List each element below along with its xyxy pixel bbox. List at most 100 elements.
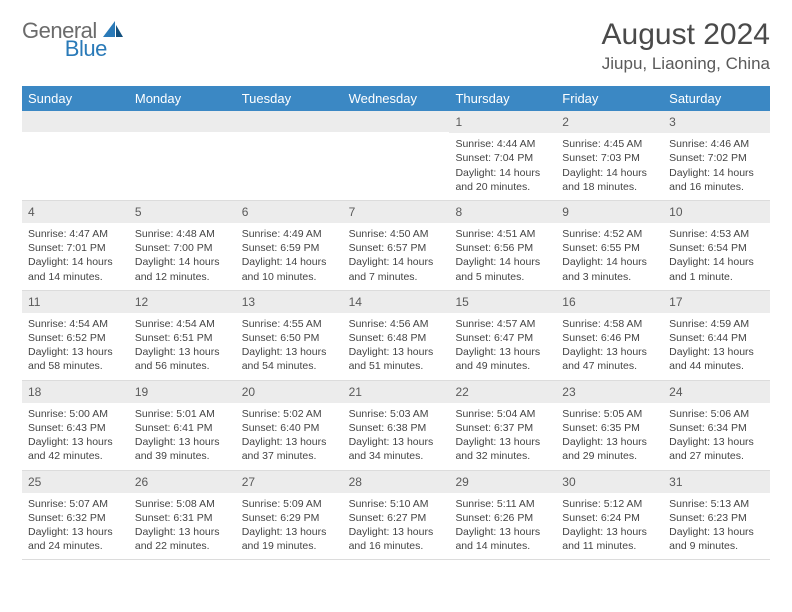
sunset-text: Sunset: 6:41 PM	[135, 421, 230, 435]
sunset-text: Sunset: 6:24 PM	[562, 511, 657, 525]
sunset-text: Sunset: 6:51 PM	[135, 331, 230, 345]
sunrise-text: Sunrise: 4:45 AM	[562, 137, 657, 151]
day-cell: 5Sunrise: 4:48 AMSunset: 7:00 PMDaylight…	[129, 201, 236, 290]
day-content: Sunrise: 4:56 AMSunset: 6:48 PMDaylight:…	[343, 313, 450, 380]
sunrise-text: Sunrise: 4:54 AM	[28, 317, 123, 331]
day-cell	[343, 111, 450, 200]
sunset-text: Sunset: 6:57 PM	[349, 241, 444, 255]
sunset-text: Sunset: 6:56 PM	[455, 241, 550, 255]
sunset-text: Sunset: 6:54 PM	[669, 241, 764, 255]
sunset-text: Sunset: 7:00 PM	[135, 241, 230, 255]
sunrise-text: Sunrise: 4:48 AM	[135, 227, 230, 241]
sunset-text: Sunset: 6:55 PM	[562, 241, 657, 255]
sunset-text: Sunset: 6:40 PM	[242, 421, 337, 435]
daylight-text: Daylight: 13 hours and 32 minutes.	[455, 435, 550, 463]
day-content: Sunrise: 4:48 AMSunset: 7:00 PMDaylight:…	[129, 223, 236, 290]
day-content: Sunrise: 4:52 AMSunset: 6:55 PMDaylight:…	[556, 223, 663, 290]
day-number: 29	[449, 471, 556, 493]
daylight-text: Daylight: 13 hours and 42 minutes.	[28, 435, 123, 463]
daylight-text: Daylight: 13 hours and 9 minutes.	[669, 525, 764, 553]
day-content: Sunrise: 4:49 AMSunset: 6:59 PMDaylight:…	[236, 223, 343, 290]
day-cell: 10Sunrise: 4:53 AMSunset: 6:54 PMDayligh…	[663, 201, 770, 290]
daylight-text: Daylight: 14 hours and 5 minutes.	[455, 255, 550, 283]
day-cell: 14Sunrise: 4:56 AMSunset: 6:48 PMDayligh…	[343, 291, 450, 380]
day-content: Sunrise: 5:06 AMSunset: 6:34 PMDaylight:…	[663, 403, 770, 470]
sunset-text: Sunset: 7:02 PM	[669, 151, 764, 165]
sunrise-text: Sunrise: 4:54 AM	[135, 317, 230, 331]
sunset-text: Sunset: 6:31 PM	[135, 511, 230, 525]
day-cell: 11Sunrise: 4:54 AMSunset: 6:52 PMDayligh…	[22, 291, 129, 380]
daylight-text: Daylight: 13 hours and 19 minutes.	[242, 525, 337, 553]
sunset-text: Sunset: 6:34 PM	[669, 421, 764, 435]
day-content: Sunrise: 4:46 AMSunset: 7:02 PMDaylight:…	[663, 133, 770, 200]
day-cell: 23Sunrise: 5:05 AMSunset: 6:35 PMDayligh…	[556, 381, 663, 470]
day-number: 1	[449, 111, 556, 133]
day-number	[343, 111, 450, 132]
calendar-grid: SundayMondayTuesdayWednesdayThursdayFrid…	[22, 86, 770, 560]
sunset-text: Sunset: 6:26 PM	[455, 511, 550, 525]
sunrise-text: Sunrise: 5:06 AM	[669, 407, 764, 421]
sunset-text: Sunset: 6:47 PM	[455, 331, 550, 345]
day-cell: 12Sunrise: 4:54 AMSunset: 6:51 PMDayligh…	[129, 291, 236, 380]
day-content: Sunrise: 4:55 AMSunset: 6:50 PMDaylight:…	[236, 313, 343, 380]
daylight-text: Daylight: 14 hours and 3 minutes.	[562, 255, 657, 283]
daylight-text: Daylight: 13 hours and 51 minutes.	[349, 345, 444, 373]
day-number: 9	[556, 201, 663, 223]
sunset-text: Sunset: 6:52 PM	[28, 331, 123, 345]
day-content: Sunrise: 5:12 AMSunset: 6:24 PMDaylight:…	[556, 493, 663, 560]
day-number: 12	[129, 291, 236, 313]
sunrise-text: Sunrise: 4:56 AM	[349, 317, 444, 331]
daylight-text: Daylight: 14 hours and 7 minutes.	[349, 255, 444, 283]
day-cell: 28Sunrise: 5:10 AMSunset: 6:27 PMDayligh…	[343, 471, 450, 560]
day-number: 10	[663, 201, 770, 223]
sunrise-text: Sunrise: 5:04 AM	[455, 407, 550, 421]
sunrise-text: Sunrise: 5:01 AM	[135, 407, 230, 421]
week-row: 11Sunrise: 4:54 AMSunset: 6:52 PMDayligh…	[22, 291, 770, 381]
location-text: Jiupu, Liaoning, China	[602, 54, 770, 74]
day-content: Sunrise: 5:09 AMSunset: 6:29 PMDaylight:…	[236, 493, 343, 560]
day-cell: 30Sunrise: 5:12 AMSunset: 6:24 PMDayligh…	[556, 471, 663, 560]
day-content: Sunrise: 4:45 AMSunset: 7:03 PMDaylight:…	[556, 133, 663, 200]
sunrise-text: Sunrise: 4:52 AM	[562, 227, 657, 241]
sunset-text: Sunset: 6:27 PM	[349, 511, 444, 525]
day-cell: 6Sunrise: 4:49 AMSunset: 6:59 PMDaylight…	[236, 201, 343, 290]
day-content: Sunrise: 4:54 AMSunset: 6:52 PMDaylight:…	[22, 313, 129, 380]
daylight-text: Daylight: 13 hours and 27 minutes.	[669, 435, 764, 463]
daylight-text: Daylight: 13 hours and 11 minutes.	[562, 525, 657, 553]
sunset-text: Sunset: 6:48 PM	[349, 331, 444, 345]
weeks-container: 1Sunrise: 4:44 AMSunset: 7:04 PMDaylight…	[22, 111, 770, 560]
sunrise-text: Sunrise: 4:51 AM	[455, 227, 550, 241]
day-content: Sunrise: 5:08 AMSunset: 6:31 PMDaylight:…	[129, 493, 236, 560]
day-cell: 1Sunrise: 4:44 AMSunset: 7:04 PMDaylight…	[449, 111, 556, 200]
day-content: Sunrise: 4:51 AMSunset: 6:56 PMDaylight:…	[449, 223, 556, 290]
day-number: 28	[343, 471, 450, 493]
day-number: 16	[556, 291, 663, 313]
day-number: 18	[22, 381, 129, 403]
day-number	[129, 111, 236, 132]
sunrise-text: Sunrise: 4:44 AM	[455, 137, 550, 151]
day-number: 11	[22, 291, 129, 313]
logo-text-2: Blue	[65, 36, 107, 62]
sunrise-text: Sunrise: 5:02 AM	[242, 407, 337, 421]
daylight-text: Daylight: 14 hours and 18 minutes.	[562, 166, 657, 194]
sunset-text: Sunset: 6:50 PM	[242, 331, 337, 345]
day-cell: 13Sunrise: 4:55 AMSunset: 6:50 PMDayligh…	[236, 291, 343, 380]
daylight-text: Daylight: 13 hours and 37 minutes.	[242, 435, 337, 463]
daylight-text: Daylight: 13 hours and 34 minutes.	[349, 435, 444, 463]
day-content: Sunrise: 4:44 AMSunset: 7:04 PMDaylight:…	[449, 133, 556, 200]
day-content: Sunrise: 5:11 AMSunset: 6:26 PMDaylight:…	[449, 493, 556, 560]
day-cell	[236, 111, 343, 200]
week-row: 1Sunrise: 4:44 AMSunset: 7:04 PMDaylight…	[22, 111, 770, 201]
day-content: Sunrise: 4:54 AMSunset: 6:51 PMDaylight:…	[129, 313, 236, 380]
sunrise-text: Sunrise: 5:11 AM	[455, 497, 550, 511]
day-number: 7	[343, 201, 450, 223]
weekday-header: Wednesday	[343, 86, 450, 111]
week-row: 4Sunrise: 4:47 AMSunset: 7:01 PMDaylight…	[22, 201, 770, 291]
calendar-page: General Blue August 2024 Jiupu, Liaoning…	[0, 0, 792, 570]
daylight-text: Daylight: 13 hours and 49 minutes.	[455, 345, 550, 373]
day-cell: 21Sunrise: 5:03 AMSunset: 6:38 PMDayligh…	[343, 381, 450, 470]
day-number	[22, 111, 129, 132]
daylight-text: Daylight: 13 hours and 54 minutes.	[242, 345, 337, 373]
weekday-header: Tuesday	[236, 86, 343, 111]
day-number: 17	[663, 291, 770, 313]
